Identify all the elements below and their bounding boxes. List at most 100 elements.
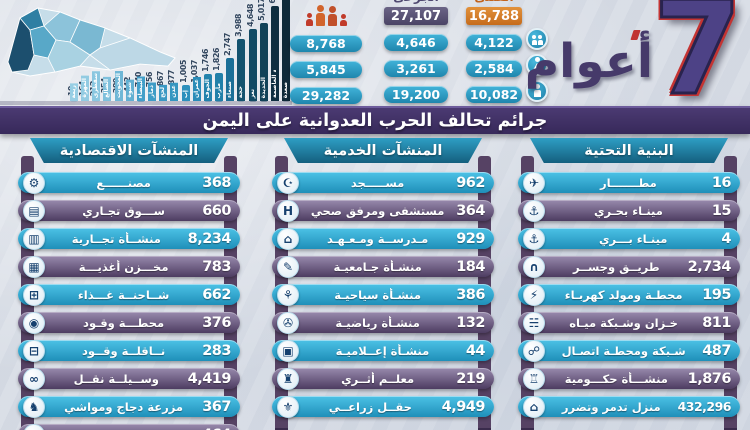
stat-row: ✈ مطـــــــار 16: [518, 171, 740, 194]
stat-value: 16: [711, 174, 732, 191]
livestock-farm-icon: ♞: [23, 395, 45, 418]
bar-البيضاء: 740البيضاء: [134, 72, 145, 101]
stat-row: ◭ قــارب صيــد 464: [18, 423, 240, 430]
stat-value: 368: [202, 174, 231, 191]
food-truck-icon: ⊞: [23, 283, 45, 306]
stat-value: 783: [202, 258, 231, 275]
stat-label: محطـــة وقـود: [83, 315, 165, 330]
total-value: 8,768: [290, 35, 362, 52]
stat-row: ♖ منشـــأة حكـــومية 1,876: [518, 367, 740, 390]
bar-لحج: 867 لحج: [156, 71, 168, 101]
vehicle-icon: ∞: [23, 367, 45, 390]
fishing-boat-icon: ◭: [23, 423, 45, 430]
bar-صعدة: صعدة: [281, 0, 290, 101]
university-icon: ✎: [277, 255, 299, 278]
stat-value: 1,876: [687, 370, 732, 387]
bar-value: 1,826: [212, 48, 222, 71]
bar-عدن: 877 عدن: [167, 70, 179, 101]
stat-label: مينـاء بـــري: [598, 231, 668, 246]
market-icon: ▤: [23, 199, 45, 222]
bar-category-label: عدن: [170, 83, 179, 101]
stat-row: ⊟ نــاقلــة وقــود 283: [18, 339, 240, 362]
stat-label: منشـأة رياضيـة: [335, 315, 420, 330]
bar-category-label: عمران: [192, 76, 201, 101]
stat-label: منشـأة سياحيـة: [334, 287, 421, 302]
logo-numeral-seven: 7: [651, 0, 743, 124]
stat-label: مينـاء بحـري: [593, 203, 663, 218]
food-warehouse-icon: ▦: [23, 255, 45, 278]
stat-label: شــاحنــة غـــذاء: [77, 287, 170, 302]
school-icon: ⌂: [277, 227, 299, 250]
bar-ذمار: 756 ذمار: [145, 72, 157, 101]
mosque-icon: ☪: [277, 171, 299, 194]
hospital-icon: H: [277, 199, 299, 222]
stat-row: ◉ محطـــة وقـود 376: [18, 311, 240, 334]
stat-row: ⚘ منشـأة سياحيـة 386: [272, 283, 494, 306]
bar-category-label: أمانة العاصمة: [270, 70, 279, 101]
stat-value: 929: [456, 230, 485, 247]
bar-category-label: الجوف: [203, 76, 212, 101]
section-rows-economic: ⚙ مصنــــــع 368 ▤ ســـوق تجـاري 660 ▥ منشــأة …: [18, 171, 240, 430]
stat-row: ⌂ مـدرســة ومـعـهـد 929: [272, 227, 494, 250]
section-header-services: المنشآت الخدمية: [284, 138, 482, 163]
bar-شبوة: 442شبوة: [123, 77, 134, 101]
wounded-label: الجرحى: [384, 0, 448, 4]
stat-value: 44: [465, 342, 486, 359]
bar-إب: 1,005 إب: [179, 60, 190, 101]
bar-عمران: 1,037 عمران: [190, 60, 201, 101]
wounded-column: الجرحى 27,107 4,646 3,261 19,200: [384, 0, 448, 103]
seaport-anchor-icon: ⚓: [523, 199, 545, 222]
stat-value: 132: [456, 314, 485, 331]
stat-label: مزرعة دجاج ومواشي: [64, 399, 184, 414]
stat-value: 660: [202, 202, 231, 219]
stat-label: وســيلــة نقــل: [73, 371, 159, 386]
landport-anchor-icon: ⚓: [523, 227, 545, 250]
house-icon: ⌂: [523, 395, 545, 418]
stat-row: ☍ شـبكة ومحطـة اتصـال 487: [518, 339, 740, 362]
total-value: 5,845: [290, 61, 362, 78]
logo-word: أعوام: [524, 34, 654, 89]
section-rows-infrastructure: ✈ مطـــــــار 16 ⚓ مينـاء بحـري 15 ⚓ مينـاء بــ…: [518, 171, 740, 418]
stat-value: 464: [202, 427, 231, 430]
bar-category-label: الضالع: [103, 77, 112, 101]
stat-value: 432,296: [677, 399, 732, 414]
stat-row: ⚡ محطـة ومولد كهربـاء 195: [518, 283, 740, 306]
map-and-bar-chart: 10ريمة164المهرة212سقطرى354الضالع389المحو…: [0, 0, 292, 105]
stat-label: مصنــــــع: [96, 175, 151, 190]
stat-label: معلــم أثــري: [341, 371, 415, 386]
bar-category-label: البيضاء: [136, 75, 145, 101]
killed-column: القتلى 16,788 4,122 2,584 10,082: [466, 0, 522, 103]
bar-value: 1,005: [178, 60, 188, 83]
bar-category-label: ذمار: [148, 83, 157, 101]
stat-value: 376: [202, 314, 231, 331]
family-person: [305, 13, 313, 26]
tourism-icon: ⚘: [277, 283, 299, 306]
bar-صنعاء: 2,747 صنعاء: [223, 33, 235, 101]
bar-category-label: ريمة: [70, 82, 78, 101]
bar-أمانة العاصمة: 6, أمانة العاصمة: [268, 0, 279, 101]
stat-row: ✇ منشـأة رياضيـة 132: [272, 311, 494, 334]
killed-label: القتلى: [466, 0, 522, 4]
stat-value: 487: [702, 342, 731, 359]
section-services: المنشآت الخدمية ☪ مســـــجد 962 H مستشفى ومرف…: [272, 138, 494, 430]
stat-value: 4: [721, 230, 731, 247]
fuel-station-icon: ◉: [23, 311, 45, 334]
bar-value: 4,648: [245, 4, 255, 27]
bar-category-label: تعز: [248, 86, 257, 101]
seven-years-logo: أعوام 7: [525, 0, 750, 124]
commercial-building-icon: ▥: [23, 227, 45, 250]
factory-icon: ⚙: [23, 171, 45, 194]
stat-row: ∩ طريــق وجســر 2,734: [518, 255, 740, 278]
section-header-infrastructure: البنية التحتية: [530, 138, 728, 163]
bar-value: 2,747: [223, 33, 233, 56]
bar-category-label: لحج: [159, 85, 168, 101]
stat-value: 219: [456, 370, 485, 387]
stat-value: 195: [702, 286, 731, 303]
stat-label: حقــل زراعــي: [328, 399, 412, 414]
total-value: 29,282: [290, 87, 362, 104]
stat-value: 2,734: [687, 258, 732, 275]
stat-value: 811: [702, 314, 731, 331]
stat-label: مستشفى ومرفق صحي: [310, 203, 445, 218]
stat-value: 962: [456, 174, 485, 191]
bar-value: 1,746: [200, 49, 210, 72]
